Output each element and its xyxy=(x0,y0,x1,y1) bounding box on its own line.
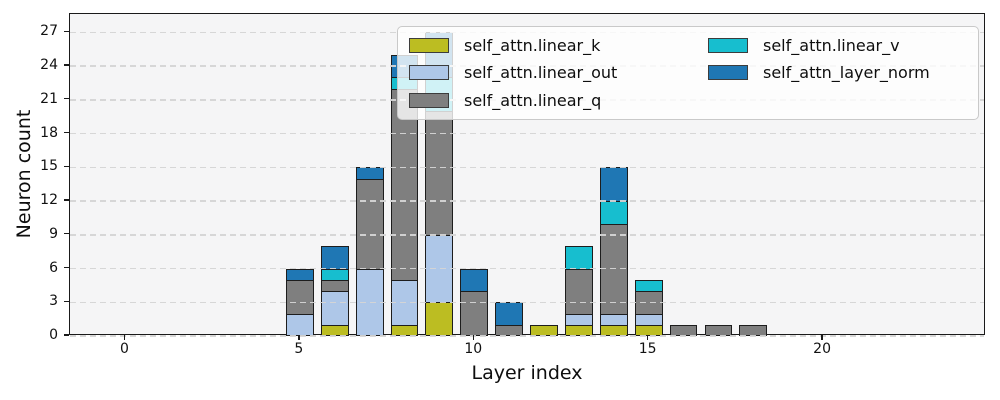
bar-segment xyxy=(460,291,489,336)
y-tick-mark xyxy=(64,64,69,66)
y-tick-label: 0 xyxy=(49,327,58,343)
y-tick-mark xyxy=(64,334,69,336)
y-tick-mark xyxy=(64,131,69,134)
bar-segment xyxy=(634,291,663,315)
bar-segment xyxy=(355,167,384,180)
bar-segment xyxy=(320,291,349,327)
bar-segment xyxy=(599,313,628,327)
x-tick-label: 10 xyxy=(464,341,483,357)
bar-segment xyxy=(599,223,628,315)
x-tick-label: 0 xyxy=(120,341,129,357)
bar-segment xyxy=(390,279,419,326)
bar-segment xyxy=(460,268,489,293)
legend-swatch-2 xyxy=(409,65,449,81)
gridline xyxy=(70,301,984,303)
bar-segment xyxy=(285,268,314,282)
gridline xyxy=(70,267,984,270)
legend-label: self_attn.linear_q xyxy=(464,90,602,110)
y-tick-mark xyxy=(64,266,69,269)
x-tick-mark xyxy=(298,335,300,340)
y-axis-label: Neuron count xyxy=(13,109,35,239)
x-tick-mark xyxy=(123,335,126,340)
y-tick-mark xyxy=(64,98,69,100)
bar-segment xyxy=(739,324,768,336)
gridline xyxy=(70,132,984,135)
bar-segment xyxy=(565,324,593,336)
legend-item: self_attn.linear_k xyxy=(409,32,678,59)
y-tick-label: 27 xyxy=(40,23,58,40)
bar-segment xyxy=(565,313,593,327)
bar-segment xyxy=(320,246,349,270)
gridline xyxy=(70,234,984,236)
legend-label: self_attn.linear_out xyxy=(464,63,618,83)
y-tick-label: 21 xyxy=(40,90,58,107)
bar-segment xyxy=(530,324,558,336)
legend-swatch-1 xyxy=(409,38,449,54)
x-tick-mark xyxy=(821,335,823,340)
bar-segment xyxy=(565,268,593,315)
bar-segment xyxy=(704,324,733,336)
bar-segment xyxy=(495,302,524,326)
x-tick-label: 5 xyxy=(294,341,304,357)
bar-segment xyxy=(285,313,314,336)
bar-segment xyxy=(355,268,384,336)
gridline xyxy=(70,335,984,337)
plot-area: self_attn.linear_k self_attn.linear_out se… xyxy=(69,13,985,337)
legend-item: self_attn.linear_v xyxy=(708,32,965,59)
bar-segment xyxy=(599,167,628,203)
legend-label: self_attn.linear_k xyxy=(464,36,601,56)
x-tick-label: 20 xyxy=(813,341,831,357)
y-tick-label: 18 xyxy=(40,124,58,141)
bar-segment xyxy=(285,279,314,315)
y-tick-label: 12 xyxy=(40,192,58,208)
legend-item: self_attn.linear_out xyxy=(409,59,678,86)
bar-segment xyxy=(634,279,663,293)
legend-label: self_attn.linear_v xyxy=(763,36,900,56)
bar-segment xyxy=(669,324,698,336)
gridline xyxy=(70,166,984,168)
y-tick-mark xyxy=(64,199,69,201)
bar-segment xyxy=(634,313,663,327)
y-tick-label: 24 xyxy=(40,57,58,73)
bar-segment xyxy=(565,246,593,270)
bar-segment xyxy=(495,324,524,336)
bar-segment xyxy=(634,324,663,336)
bar-segment xyxy=(320,268,349,282)
legend: self_attn.linear_k self_attn.linear_out se… xyxy=(397,26,979,120)
x-tick-mark xyxy=(472,335,474,340)
y-tick-mark xyxy=(64,30,69,32)
bar-segment xyxy=(320,279,349,293)
legend-swatch-3 xyxy=(409,92,449,108)
x-tick-label: 15 xyxy=(638,341,657,357)
bar-segment xyxy=(390,88,419,282)
legend-item: self_attn_layer_norm xyxy=(708,59,965,86)
y-tick-mark xyxy=(64,233,69,235)
bar-segment xyxy=(425,302,454,336)
y-tick-label: 3 xyxy=(49,293,58,310)
y-tick-mark xyxy=(64,165,69,167)
bar-segment xyxy=(355,178,384,270)
legend-swatch-5 xyxy=(708,65,748,81)
x-axis-label: Layer index xyxy=(471,362,583,384)
bar-segment xyxy=(599,324,628,336)
legend-swatch-4 xyxy=(708,38,748,54)
y-tick-mark xyxy=(64,300,69,302)
legend-item: self_attn.linear_q xyxy=(409,87,678,114)
bar-segment xyxy=(425,234,454,304)
bar-segment xyxy=(390,324,419,336)
y-tick-label: 6 xyxy=(49,259,58,276)
bar-segment xyxy=(425,111,454,237)
legend-label: self_attn_layer_norm xyxy=(763,63,930,83)
gridline xyxy=(70,200,984,202)
bar-segment xyxy=(599,201,628,225)
y-tick-label: 15 xyxy=(40,158,58,175)
x-tick-mark xyxy=(647,335,649,340)
bar-segment xyxy=(320,324,349,336)
y-tick-label: 9 xyxy=(49,225,58,242)
